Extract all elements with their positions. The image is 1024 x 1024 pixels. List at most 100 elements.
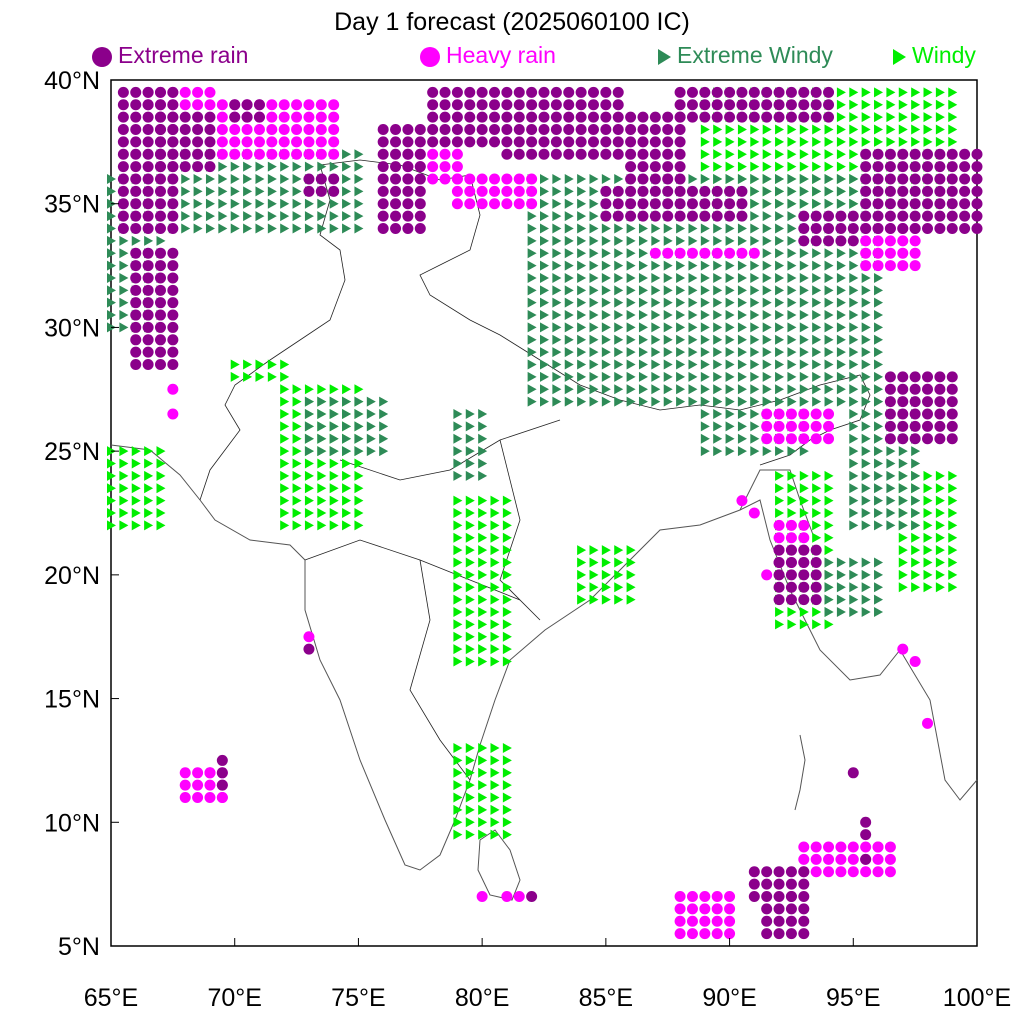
extreme-rain-marker bbox=[303, 185, 315, 197]
extreme-rain-marker bbox=[167, 123, 179, 135]
extreme-windy-marker bbox=[713, 272, 723, 283]
windy-marker bbox=[799, 149, 809, 160]
extreme-rain-marker bbox=[439, 136, 451, 148]
extreme-windy-marker bbox=[737, 347, 747, 358]
extreme-rain-marker bbox=[897, 185, 909, 197]
extreme-rain-marker bbox=[179, 136, 191, 148]
windy-marker bbox=[453, 829, 463, 840]
extreme-windy-marker bbox=[762, 396, 772, 407]
extreme-rain-marker bbox=[686, 210, 698, 222]
extreme-rain-marker bbox=[773, 581, 785, 593]
extreme-rain-marker bbox=[625, 148, 637, 160]
extreme-windy-marker bbox=[787, 334, 797, 345]
extreme-windy-marker bbox=[700, 371, 710, 382]
windy-marker bbox=[354, 508, 364, 518]
extreme-windy-marker bbox=[737, 396, 747, 407]
extreme-windy-marker bbox=[775, 260, 785, 271]
extreme-rain-marker bbox=[959, 161, 971, 173]
extreme-windy-marker bbox=[107, 173, 116, 184]
extreme-windy-marker bbox=[107, 248, 116, 259]
extreme-rain-marker bbox=[625, 210, 637, 222]
windy-marker bbox=[836, 136, 846, 147]
heavy-rain-marker bbox=[699, 903, 711, 915]
extreme-rain-marker bbox=[563, 136, 575, 148]
windy-marker bbox=[465, 545, 475, 556]
heavy-rain-marker bbox=[872, 235, 884, 247]
extreme-windy-marker bbox=[688, 384, 698, 395]
windy-marker bbox=[935, 99, 945, 110]
windy-marker bbox=[725, 161, 735, 172]
heavy-rain-marker bbox=[674, 903, 686, 915]
heavy-rain-marker bbox=[328, 148, 340, 160]
windy-marker bbox=[453, 755, 463, 766]
extreme-rain-marker bbox=[773, 111, 785, 123]
extreme-rain-marker bbox=[563, 111, 575, 123]
extreme-windy-marker bbox=[638, 248, 648, 259]
heavy-rain-marker bbox=[810, 420, 822, 432]
extreme-windy-marker bbox=[564, 396, 574, 407]
extreme-rain-marker bbox=[241, 99, 253, 111]
extreme-windy-marker bbox=[787, 297, 797, 308]
extreme-windy-marker bbox=[861, 310, 871, 321]
extreme-windy-marker bbox=[861, 569, 871, 580]
extreme-windy-marker bbox=[700, 384, 710, 395]
windy-marker bbox=[824, 483, 834, 494]
heavy-rain-marker bbox=[872, 841, 884, 853]
heavy-rain-marker bbox=[847, 841, 859, 853]
extreme-rain-marker bbox=[909, 383, 921, 395]
extreme-rain-marker bbox=[761, 928, 773, 940]
extreme-windy-marker bbox=[354, 446, 364, 457]
extreme-windy-marker bbox=[601, 285, 611, 296]
extreme-rain-marker bbox=[922, 185, 934, 197]
heavy-rain-marker bbox=[872, 866, 884, 878]
extreme-windy-marker bbox=[354, 161, 364, 172]
extreme-rain-marker bbox=[612, 185, 624, 197]
extreme-windy-marker bbox=[540, 396, 549, 407]
extreme-rain-marker bbox=[154, 161, 166, 173]
windy-marker bbox=[329, 470, 339, 481]
extreme-rain-marker bbox=[600, 148, 612, 160]
extreme-rain-marker bbox=[154, 136, 166, 148]
heavy-rain-marker bbox=[785, 519, 797, 531]
extreme-windy-marker bbox=[737, 297, 747, 308]
windy-marker bbox=[700, 149, 710, 160]
extreme-rain-marker bbox=[897, 161, 909, 173]
extreme-rain-marker bbox=[649, 173, 661, 185]
windy-marker bbox=[589, 582, 599, 593]
extreme-rain-marker bbox=[724, 111, 736, 123]
extreme-windy-marker bbox=[193, 186, 203, 197]
extreme-windy-marker bbox=[713, 409, 723, 420]
windy-marker bbox=[478, 792, 488, 803]
extreme-windy-marker bbox=[478, 446, 488, 457]
windy-marker bbox=[465, 817, 475, 828]
windy-marker bbox=[898, 87, 908, 98]
extreme-rain-marker bbox=[451, 123, 463, 135]
extreme-rain-marker bbox=[934, 148, 946, 160]
extreme-windy-marker bbox=[911, 483, 921, 494]
windy-marker bbox=[750, 124, 760, 135]
windy-marker bbox=[453, 508, 463, 518]
heavy-rain-marker bbox=[909, 655, 921, 667]
heavy-rain-marker bbox=[501, 185, 513, 197]
state-border-d bbox=[499, 439, 541, 621]
heavy-rain-marker bbox=[192, 779, 204, 791]
heavy-rain-marker bbox=[513, 891, 525, 903]
extreme-rain-marker bbox=[390, 136, 402, 148]
extreme-windy-marker bbox=[787, 384, 797, 395]
extreme-windy-marker bbox=[849, 421, 859, 432]
extreme-rain-marker bbox=[946, 222, 958, 234]
extreme-windy-marker bbox=[638, 322, 648, 333]
extreme-rain-marker bbox=[922, 383, 934, 395]
extreme-rain-marker bbox=[179, 111, 191, 123]
extreme-windy-marker bbox=[874, 594, 884, 605]
heavy-rain-marker bbox=[785, 408, 797, 420]
extreme-windy-marker bbox=[540, 272, 549, 283]
windy-marker bbox=[490, 804, 500, 815]
extreme-windy-marker bbox=[329, 409, 339, 420]
windy-marker bbox=[478, 644, 488, 655]
extreme-windy-marker bbox=[601, 347, 611, 358]
extreme-rain-marker bbox=[167, 148, 179, 160]
extreme-windy-marker bbox=[601, 248, 611, 259]
extreme-windy-marker bbox=[824, 260, 834, 271]
windy-marker bbox=[478, 495, 488, 506]
